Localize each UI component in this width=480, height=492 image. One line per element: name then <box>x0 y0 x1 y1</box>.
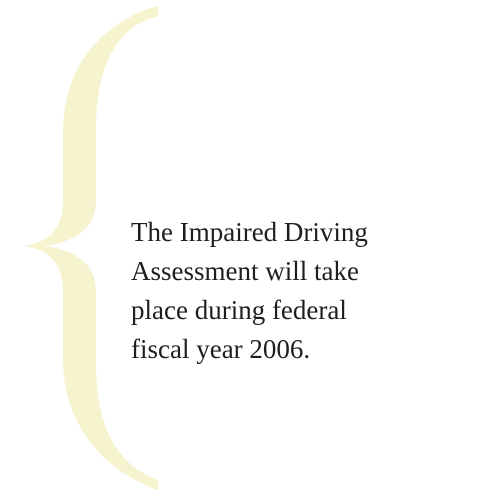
quote-text: The Impaired Driving Assessment will take… <box>131 217 368 364</box>
quote-line: Assessment will take <box>131 256 359 286</box>
quote-line: place during federal <box>131 295 347 325</box>
quote-line: fiscal year 2006. <box>131 334 310 364</box>
curly-brace <box>24 6 158 490</box>
quote-line: The Impaired Driving <box>131 217 368 247</box>
